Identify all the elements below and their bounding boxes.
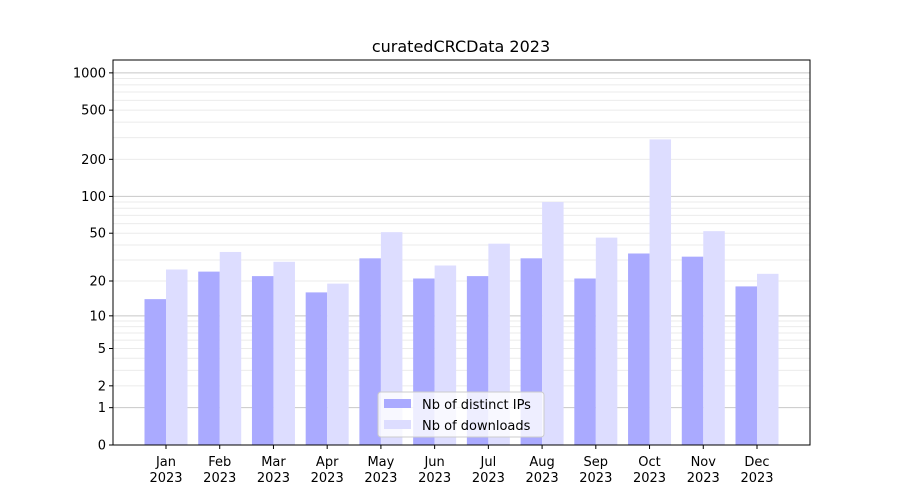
- x-tick-label-line: 2023: [579, 471, 612, 486]
- bar-ips: [251, 276, 274, 445]
- legend-label: Nb of distinct IPs: [422, 398, 531, 413]
- x-tick-label-line: 2023: [418, 471, 451, 486]
- x-tick-label-line: Mar: [261, 455, 286, 470]
- x-tick-label-line: Sep: [584, 455, 609, 470]
- bar-ips: [359, 258, 381, 445]
- y-tick-label: 2: [98, 379, 106, 394]
- x-tick-label-line: Jul: [480, 455, 497, 470]
- bar-downloads: [166, 269, 188, 445]
- bars: [144, 139, 779, 445]
- y-tick-label: 0: [98, 439, 106, 454]
- y-tick-label: 50: [89, 227, 106, 242]
- y-tick-label: 1: [98, 401, 106, 416]
- legend-swatch: [384, 420, 411, 429]
- x-tick-label-line: Oct: [638, 455, 660, 470]
- x-tick-label-line: Feb: [208, 455, 231, 470]
- x-tick-label: Feb 2023: [203, 455, 236, 486]
- x-tick-label: Sep 2023: [579, 455, 612, 486]
- x-tick-label: Jun 2023: [418, 455, 451, 486]
- x-tick-label-line: 2023: [472, 471, 505, 486]
- legend-label: Nb of downloads: [422, 419, 531, 434]
- x-tick-label-line: Jun: [423, 455, 444, 470]
- bar-ips: [574, 278, 596, 445]
- bar-downloads: [703, 231, 725, 445]
- x-tick-label: Oct 2023: [633, 455, 666, 486]
- x-tick-label: Apr 2023: [311, 455, 344, 486]
- y-tick-label: 200: [81, 153, 106, 168]
- bar-downloads: [649, 139, 672, 445]
- x-tick-label: Mar 2023: [257, 455, 290, 486]
- y-tick-label: 500: [81, 104, 106, 119]
- x-tick-label-line: 2023: [364, 471, 397, 486]
- x-tick-label: May 2023: [364, 455, 397, 486]
- bar-downloads: [595, 237, 618, 445]
- x-tick-label: Jan 2023: [149, 455, 182, 486]
- x-tick-label-line: 2023: [257, 471, 290, 486]
- y-tick-label: 10: [89, 309, 106, 324]
- bar-ips: [628, 253, 650, 445]
- x-tick-label-line: 2023: [740, 471, 773, 486]
- legend-box: [377, 391, 545, 438]
- y-tick-label: 100: [81, 190, 106, 205]
- x-tick-label-line: Dec: [744, 455, 769, 470]
- legend-swatch: [384, 399, 411, 408]
- x-tick-label: Jul 2023: [472, 455, 505, 486]
- x-tick-label-line: 2023: [149, 471, 182, 486]
- x-tick-label-line: 2023: [311, 471, 344, 486]
- y-tick-label: 5: [98, 342, 106, 357]
- bar-downloads: [219, 251, 242, 445]
- bar-ips: [305, 292, 328, 445]
- x-tick-label-line: Aug: [529, 455, 554, 470]
- y-tick-label: 1000: [73, 66, 106, 81]
- x-tick-label-line: May: [367, 455, 394, 470]
- x-tick-label: Aug 2023: [526, 455, 559, 486]
- x-tick-label-line: 2023: [526, 471, 559, 486]
- y-axis: 0 1 2 5 10 20 50 100 200 500 1000: [73, 66, 113, 454]
- x-tick-label: Dec 2023: [740, 455, 773, 486]
- bar-ips: [198, 271, 220, 445]
- x-tick-label-line: Nov: [691, 455, 717, 470]
- bar-downloads: [273, 261, 295, 445]
- x-tick-label-line: Apr: [316, 455, 339, 470]
- y-tick-label: 20: [89, 275, 106, 290]
- x-tick-label-line: 2023: [203, 471, 236, 486]
- bar-downloads: [757, 273, 779, 445]
- plot-frame: [112, 59, 811, 446]
- x-tick-label: Nov 2023: [687, 455, 720, 486]
- bar-ips: [681, 256, 704, 445]
- x-tick-label-line: Jan: [155, 455, 176, 470]
- bar-downloads: [542, 202, 564, 445]
- bar-ips: [144, 299, 166, 445]
- legend: Nb of distinct IPs Nb of downloads: [377, 391, 545, 438]
- chart-title: curatedCRCData 2023: [372, 37, 550, 56]
- x-tick-label-line: 2023: [633, 471, 666, 486]
- bar-ips: [735, 286, 757, 445]
- bar-downloads: [327, 283, 349, 445]
- x-tick-label-line: 2023: [687, 471, 720, 486]
